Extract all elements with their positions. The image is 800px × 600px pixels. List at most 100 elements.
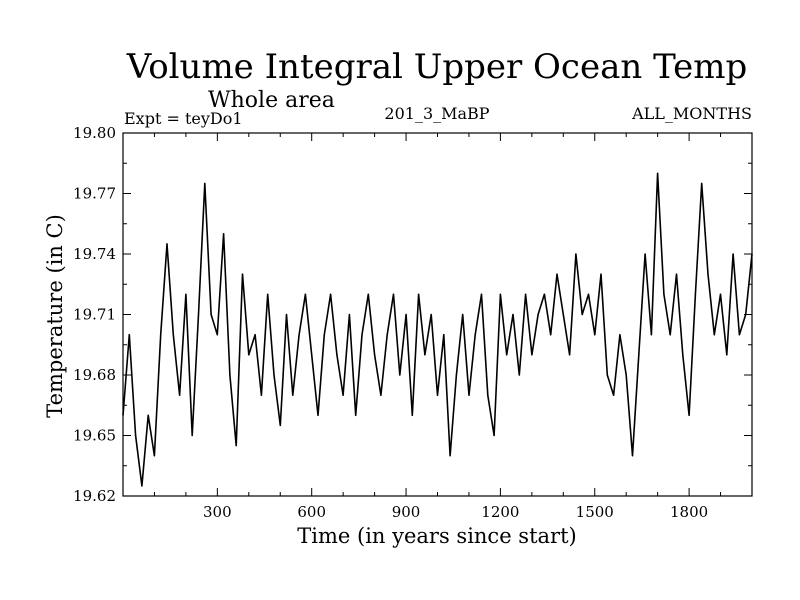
data-point xyxy=(562,313,564,316)
data-point xyxy=(235,445,237,447)
data-point xyxy=(480,293,483,295)
data-point xyxy=(587,293,590,295)
data-point xyxy=(355,414,357,416)
data-point xyxy=(348,313,350,316)
data-point xyxy=(267,293,269,295)
data-point xyxy=(732,253,734,255)
data-point xyxy=(506,354,508,356)
data-point xyxy=(430,313,432,316)
series-layer xyxy=(122,172,753,487)
data-point xyxy=(745,313,747,316)
data-point xyxy=(644,253,646,255)
data-point xyxy=(424,354,426,356)
y-tick-label: 19.62 xyxy=(73,487,116,505)
data-point xyxy=(455,374,457,376)
data-point xyxy=(726,354,728,356)
x-tick-label: 300 xyxy=(203,503,232,521)
y-axis-label: Temperature (in C) xyxy=(43,214,67,418)
data-point xyxy=(537,313,539,316)
data-point xyxy=(657,172,659,174)
data-point xyxy=(160,334,162,336)
data-point xyxy=(210,313,212,316)
y-tick-label: 19.77 xyxy=(73,185,116,203)
data-point xyxy=(304,293,306,295)
data-point xyxy=(449,455,451,457)
data-point xyxy=(135,434,137,437)
chart-title: Volume Integral Upper Ocean Temp xyxy=(126,47,747,87)
data-point xyxy=(380,394,382,396)
data-point xyxy=(625,374,627,376)
data-point xyxy=(317,414,319,416)
data-point xyxy=(581,313,583,316)
data-point xyxy=(713,334,715,336)
data-point xyxy=(153,455,155,457)
data-point xyxy=(285,313,288,316)
data-point xyxy=(443,334,445,336)
data-point xyxy=(260,394,262,396)
data-point xyxy=(550,334,552,336)
data-point xyxy=(323,334,325,336)
data-point xyxy=(663,293,665,295)
data-point xyxy=(543,293,546,295)
data-point xyxy=(273,374,275,376)
data-point xyxy=(241,273,244,275)
data-point xyxy=(229,374,231,376)
data-point xyxy=(191,434,193,437)
axis-ticks xyxy=(123,132,752,497)
data-point xyxy=(361,334,363,336)
data-point xyxy=(223,233,225,235)
data-point xyxy=(474,334,476,336)
data-point xyxy=(292,394,294,396)
data-point xyxy=(197,313,200,316)
data-point xyxy=(411,414,413,416)
months-label: ALL_MONTHS xyxy=(631,104,752,123)
y-tick-label: 19.71 xyxy=(73,306,116,324)
data-point xyxy=(487,394,489,396)
data-point xyxy=(594,334,596,336)
data-point xyxy=(342,394,344,396)
series-line xyxy=(122,172,753,487)
data-point xyxy=(669,334,671,336)
data-point xyxy=(128,334,130,336)
chart-subtitle: Whole area xyxy=(208,88,335,113)
data-point xyxy=(525,293,527,295)
data-point xyxy=(719,293,722,295)
data-point xyxy=(738,334,741,336)
axis-tick-labels: 300 600 900 1200 1500 1800 19.62 19.65 19.68 19.7… xyxy=(73,124,708,521)
data-point xyxy=(185,293,187,295)
data-point xyxy=(638,354,640,356)
data-point xyxy=(600,273,602,275)
y-tick-label: 19.74 xyxy=(73,245,116,263)
data-point xyxy=(701,182,703,184)
data-point xyxy=(462,313,464,316)
data-point xyxy=(248,354,250,356)
data-point xyxy=(374,354,376,356)
data-point xyxy=(675,273,678,275)
data-point xyxy=(613,394,615,396)
x-tick-label: 1800 xyxy=(670,503,708,521)
data-point xyxy=(298,334,300,336)
data-point xyxy=(399,374,401,376)
run-label: 201_3_MaBP xyxy=(384,104,489,123)
data-point xyxy=(531,354,533,356)
data-point xyxy=(499,293,501,295)
x-tick-label: 900 xyxy=(392,503,421,521)
x-axis-label: Time (in years since start) xyxy=(297,524,576,548)
data-point xyxy=(147,414,149,416)
x-tick-label: 1200 xyxy=(481,503,519,521)
data-point xyxy=(172,334,174,336)
plot-frame xyxy=(122,132,753,497)
data-point xyxy=(694,293,697,295)
expt-label: Expt = teyDo1 xyxy=(124,109,243,128)
data-point xyxy=(619,334,621,336)
y-tick-label: 19.68 xyxy=(73,366,116,384)
data-point xyxy=(631,455,634,457)
data-point xyxy=(468,394,470,396)
data-point xyxy=(216,334,218,336)
y-tick-label: 19.80 xyxy=(73,124,116,142)
data-point xyxy=(336,354,338,356)
data-point xyxy=(518,374,520,376)
data-point xyxy=(405,313,407,316)
data-point xyxy=(493,434,495,437)
